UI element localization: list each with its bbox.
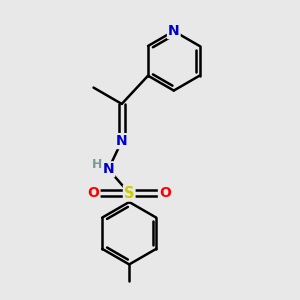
Text: O: O (159, 186, 171, 200)
Text: N: N (116, 134, 128, 148)
Text: S: S (124, 186, 134, 201)
Text: O: O (88, 186, 100, 200)
Text: H: H (92, 158, 102, 171)
Text: N: N (103, 162, 114, 176)
Text: N: N (168, 24, 180, 38)
